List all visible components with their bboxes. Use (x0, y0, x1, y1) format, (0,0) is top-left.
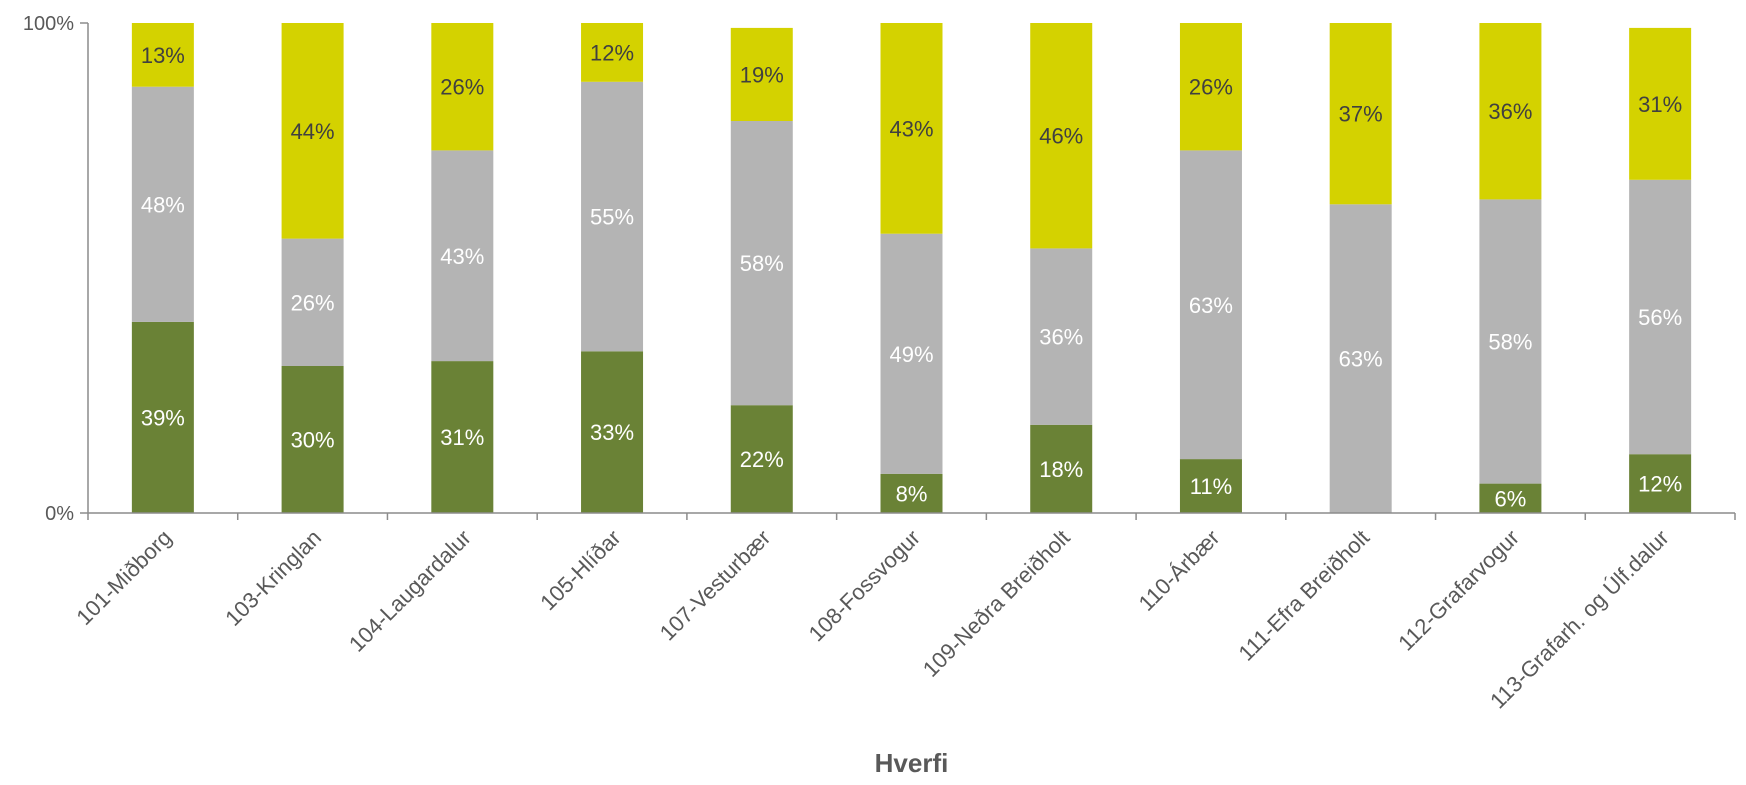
category-label: 105-Hlíðar (535, 525, 625, 615)
category-label: 112-Grafarvogur (1393, 525, 1524, 656)
data-label: 43% (889, 116, 933, 141)
bar-segment (581, 351, 644, 513)
data-label: 22% (740, 447, 784, 472)
bar-segment (131, 86, 194, 322)
data-label: 58% (740, 251, 784, 276)
x-axis-ticks (87, 513, 1736, 520)
bar-segment (880, 473, 943, 513)
bar-segment (281, 238, 344, 366)
data-label: 18% (1039, 457, 1083, 482)
bar-segment (730, 405, 793, 513)
category-label: 107-Vesturbær (655, 525, 776, 646)
bar-segment (1629, 179, 1692, 455)
category-label: 103-Kringlan (220, 525, 326, 631)
bar-segment (1479, 483, 1542, 513)
bar-segment (1179, 459, 1242, 513)
y-tick-label: 0% (45, 503, 74, 525)
data-label: 12% (1638, 472, 1682, 497)
category-label: 111-Efra Breiðholt (1233, 525, 1374, 666)
data-label: 48% (141, 192, 185, 217)
category-label: 110-Árbær (1134, 525, 1225, 616)
bar-segment (131, 321, 194, 513)
bar-segment (281, 23, 344, 239)
data-label: 11% (1190, 474, 1232, 499)
bar-segment (1479, 23, 1542, 200)
bar-segment (581, 81, 644, 352)
category-label: 109-Neðra Breiðholt (918, 525, 1075, 682)
bar-segment (1329, 23, 1392, 205)
category-label: 104-Laugardalur (344, 525, 476, 657)
data-label: 63% (1189, 293, 1233, 318)
data-label: 36% (1488, 99, 1532, 124)
bar-segment (1179, 150, 1242, 460)
bar-segment (1479, 199, 1542, 484)
data-label: 39% (141, 405, 185, 430)
category-label: 113-Grafarh. og Úlf.dalur (1485, 525, 1674, 714)
bar-segment (131, 23, 194, 87)
category-labels: 101-Miðborg 103-Kringlan 104-Laugardalur 10… (71, 525, 1673, 714)
bar-segment (1030, 23, 1093, 249)
bar-segment (880, 23, 943, 234)
bar-segment (431, 361, 494, 513)
bar-segment (1030, 424, 1093, 513)
data-label: 49% (889, 342, 933, 367)
data-label: 26% (1189, 75, 1233, 100)
data-label: 36% (1039, 325, 1083, 350)
data-label: 13% (141, 43, 185, 68)
data-label: 46% (1039, 124, 1083, 149)
x-axis-title: Hverfi (875, 748, 949, 778)
category-label: 101-Miðborg (71, 525, 176, 630)
axes: 0% 100% (23, 13, 1736, 525)
data-label: 56% (1638, 305, 1682, 330)
bar-segment (1629, 454, 1692, 513)
data-label: 31% (440, 425, 484, 450)
data-label: 55% (590, 205, 634, 230)
data-label: 63% (1339, 347, 1383, 372)
bar-segment (880, 233, 943, 474)
data-label: 8% (896, 481, 928, 506)
data-label: 58% (1488, 330, 1532, 355)
y-axis-ticks: 0% 100% (23, 13, 88, 525)
bar-segment (431, 150, 494, 362)
data-label: 44% (291, 119, 335, 144)
category-label: 108-Fossvogur (804, 525, 925, 646)
bar-segment (1179, 23, 1242, 151)
data-label: 6% (1495, 486, 1527, 511)
data-label: 26% (291, 290, 335, 315)
data-label: 37% (1339, 102, 1383, 127)
bar-segment (281, 366, 344, 513)
bar-segment (730, 27, 793, 121)
data-label: 30% (291, 428, 335, 453)
data-label: 31% (1638, 92, 1682, 117)
data-label: 43% (440, 244, 484, 269)
bar-segment (730, 121, 793, 406)
bar-marks: 39% 48% 13% 30% 26% 44% 31% 43% 26% 33% 55% 12% 22% 5… (131, 23, 1692, 514)
data-label: 19% (740, 62, 784, 87)
bar-segment (581, 23, 644, 82)
bar-segment (1629, 27, 1692, 180)
data-label: 12% (590, 40, 634, 65)
data-label: 33% (590, 420, 634, 445)
bar-segment (1030, 248, 1093, 425)
bar-segment (1329, 204, 1392, 514)
bar-segment (431, 23, 494, 151)
y-tick-label: 100% (23, 13, 74, 35)
data-label: 26% (440, 75, 484, 100)
